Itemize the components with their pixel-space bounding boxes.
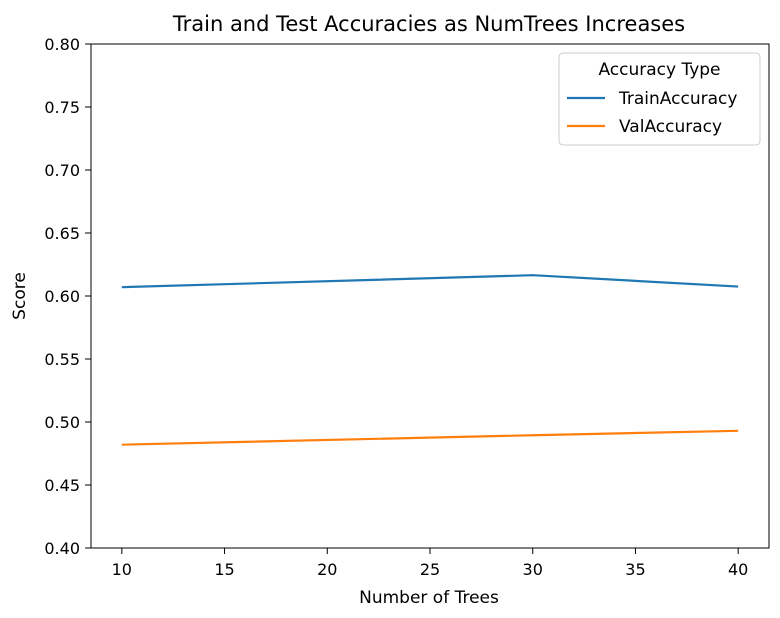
x-tick-label: 10	[112, 560, 132, 579]
y-tick-label: 0.40	[44, 539, 80, 558]
x-tick-label: 40	[728, 560, 748, 579]
x-tick-label: 25	[420, 560, 440, 579]
y-tick-label: 0.80	[44, 35, 80, 54]
x-tick-label: 15	[214, 560, 234, 579]
x-tick-label: 20	[317, 560, 337, 579]
chart-title: Train and Test Accuracies as NumTrees In…	[172, 12, 685, 36]
y-axis-label: Score	[10, 272, 30, 320]
legend-label-valaccuracy: ValAccuracy	[619, 117, 722, 137]
plot-area: 10 15 20 25 30 35 40 0.40 0.45 0.50 0.55 0.60 0.65 0.…	[44, 35, 770, 579]
y-tick-label: 0.45	[44, 476, 80, 495]
series-line-valaccuracy	[121, 429, 739, 446]
legend-title: Accuracy Type	[598, 60, 720, 80]
y-tick-label: 0.50	[44, 413, 80, 432]
y-tick-label: 0.75	[44, 98, 80, 117]
legend: Accuracy Type TrainAccuracy ValAccuracy	[558, 52, 761, 146]
y-tick-label: 0.70	[44, 161, 80, 180]
series-line-trainaccuracy	[121, 274, 739, 289]
y-tick-label: 0.65	[44, 224, 80, 243]
x-tick-label: 35	[625, 560, 645, 579]
legend-label-trainaccuracy: TrainAccuracy	[618, 89, 737, 109]
y-tick-label: 0.60	[44, 287, 80, 306]
y-tick-label: 0.55	[44, 350, 80, 369]
legend-box	[558, 52, 761, 146]
x-axis-label: Number of Trees	[359, 588, 499, 608]
x-tick-label: 30	[523, 560, 543, 579]
